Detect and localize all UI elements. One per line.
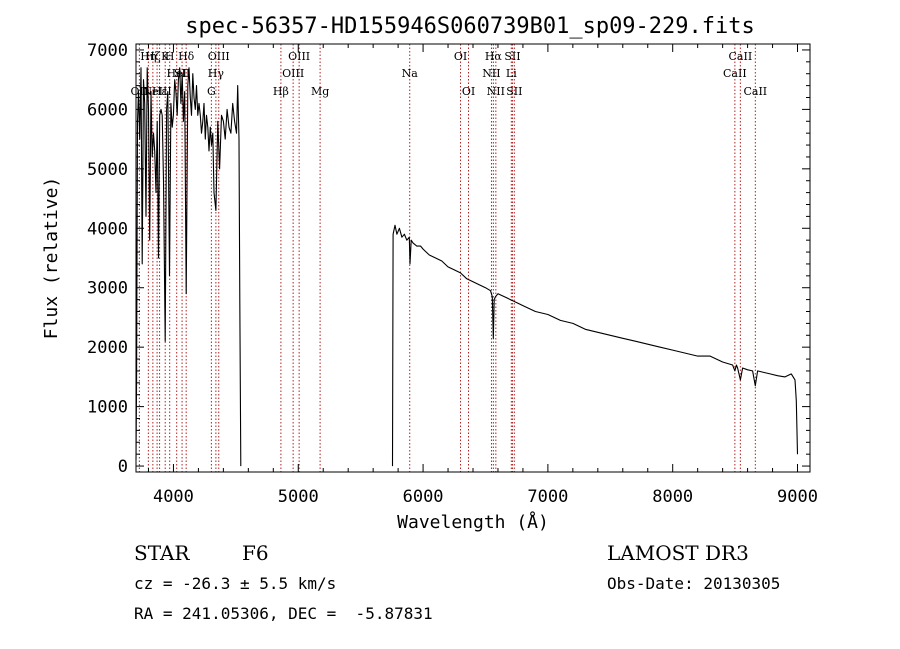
x-tick-label: 8000: [652, 487, 693, 507]
x-tick-label: 7000: [527, 487, 568, 507]
line-marker-label: Hδ: [178, 50, 195, 63]
line-marker-label: NII: [482, 67, 500, 80]
y-tick-label: 7000: [87, 41, 128, 61]
line-marker-label: CaII: [743, 85, 767, 98]
line-markers: [138, 44, 756, 472]
line-marker-label: OIII: [288, 50, 310, 63]
line-marker-label: HeI: [166, 67, 186, 80]
chart-title: spec-56357-HD155946S060739B01_sp09-229.f…: [185, 14, 755, 39]
line-marker-label: Hζ: [145, 50, 161, 63]
x-tick-label: 9000: [777, 487, 818, 507]
y-tick-label: 2000: [87, 338, 128, 358]
x-tick-label: 6000: [403, 487, 444, 507]
line-marker-label: NeIII: [143, 85, 172, 98]
y-tick-label: 0: [118, 457, 128, 477]
line-marker-label: Mg: [311, 85, 329, 98]
line-marker-label: SII: [504, 50, 520, 63]
line-marker-label: OI: [454, 50, 467, 63]
line-marker-label: OIII: [208, 50, 230, 63]
y-tick-label: 3000: [87, 279, 128, 299]
line-marker-label: Na: [402, 67, 419, 80]
redshift-readout: cz = -26.3 ± 5.5 km/s: [134, 574, 336, 593]
line-marker-label: NII: [487, 85, 505, 98]
line-marker-label: Hα: [485, 50, 503, 63]
line-marker-label: Hβ: [273, 85, 289, 98]
x-axis: 4000 5000 6000 7000 8000 9000: [147, 44, 818, 507]
line-marker-label: K: [161, 50, 170, 63]
line-marker-label: G: [207, 85, 216, 98]
y-tick-label: 4000: [87, 219, 128, 239]
line-marker-label: Li: [506, 67, 517, 80]
line-marker-label: CaII: [723, 67, 747, 80]
x-axis-label: Wavelength (Å): [397, 511, 549, 533]
spectrum-series: [135, 67, 799, 467]
object-subclass: F6: [242, 541, 269, 565]
line-marker-label: CaII: [729, 50, 753, 63]
line-marker-label: SII: [506, 85, 522, 98]
survey-name: LAMOST DR3: [607, 541, 749, 565]
y-tick-label: 5000: [87, 160, 128, 180]
x-tick-label: 5000: [278, 487, 319, 507]
x-tick-label: 4000: [153, 487, 194, 507]
y-tick-label: 6000: [87, 100, 128, 120]
spectrum-line: [391, 224, 799, 467]
line-marker-label: OI: [462, 85, 475, 98]
y-axis: 0 1000 2000 3000 4000 5000 6000 7000: [87, 41, 810, 477]
line-marker-label: H: [165, 50, 175, 63]
line-marker-label: Hη: [140, 50, 156, 63]
line-marker-label: OIII: [282, 67, 304, 80]
spectrum-line: [135, 67, 242, 467]
line-marker-label: SII: [174, 67, 190, 80]
line-marker-label: Hγ: [208, 67, 225, 80]
y-tick-label: 1000: [87, 398, 128, 418]
coordinates-readout: RA = 241.05306, DEC = -5.87831: [134, 604, 433, 623]
line-marker-label: Hε: [152, 85, 168, 98]
obs-date: Obs-Date: 20130305: [607, 574, 780, 593]
line-marker-label: OII: [131, 85, 149, 98]
y-axis-label: Flux (relative): [41, 177, 62, 340]
object-class: STAR: [134, 541, 190, 565]
